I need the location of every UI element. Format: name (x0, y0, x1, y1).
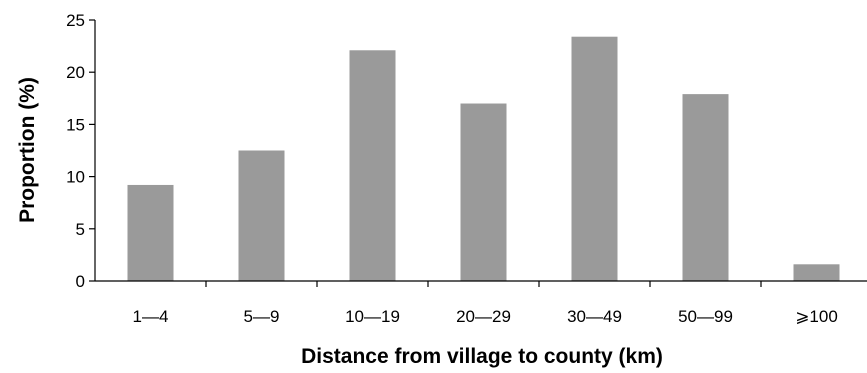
y-tick-label-10: 10 (66, 168, 85, 187)
bar-2 (238, 150, 285, 281)
x-tick-label-5: 30—49 (567, 307, 622, 326)
x-tick-label-3: 10—19 (345, 307, 400, 326)
y-tick-label-15: 15 (66, 115, 85, 134)
y-tick-label-20: 20 (66, 63, 85, 82)
bar-6 (682, 94, 729, 282)
x-tick-label-6: 50—99 (678, 307, 733, 326)
y-tick-label-0: 0 (76, 272, 85, 291)
x-axis-title: Distance from village to county (km) (301, 345, 663, 368)
bar-3 (349, 50, 396, 281)
bar-5 (571, 36, 618, 282)
y-tick-label-5: 5 (76, 220, 85, 239)
bar-4 (460, 103, 507, 282)
x-tick-label-7: ⩾100 (795, 307, 838, 326)
plot-area: 0 5 10 15 20 25 1—4 5—9 10—19 20—29 30—49 50—99 ⩾100 (66, 11, 867, 326)
x-tick-label-4: 20—29 (456, 307, 511, 326)
bar-7 (793, 264, 840, 281)
x-tick-label-1: 1—4 (133, 307, 169, 326)
y-axis-title: Proportion (%) (16, 77, 39, 223)
bar-1 (127, 184, 174, 281)
x-tick-label-2: 5—9 (244, 307, 280, 326)
y-tick-label-25: 25 (66, 11, 85, 30)
